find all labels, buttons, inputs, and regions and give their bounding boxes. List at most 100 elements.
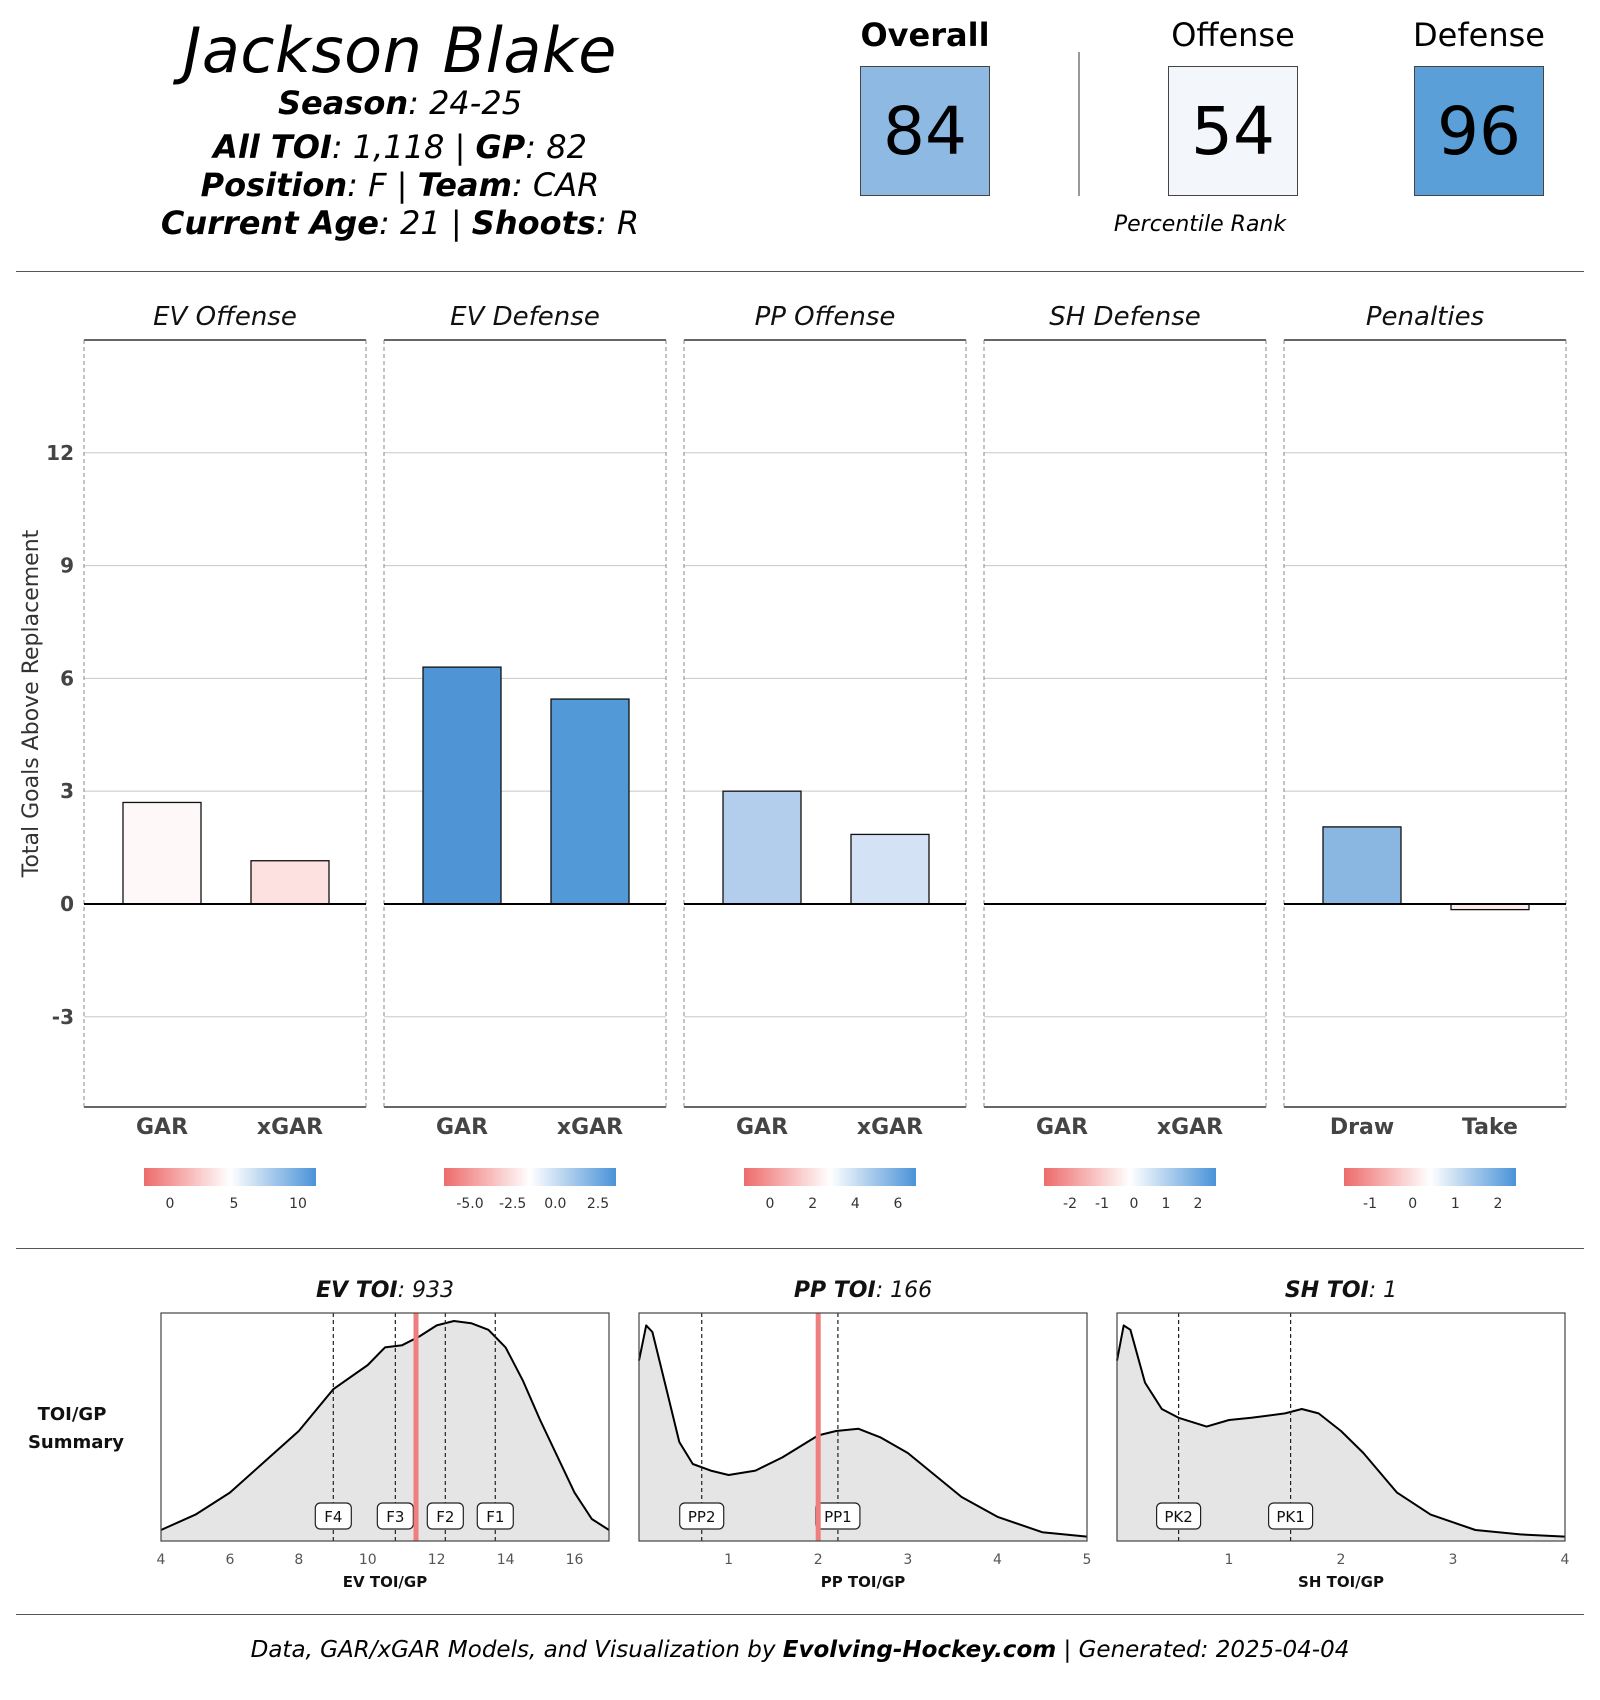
season-value: 24-25	[429, 84, 523, 122]
x-tick-label: Draw	[1330, 1115, 1394, 1140]
toi-x-tick: 2	[1337, 1552, 1346, 1568]
facet-panel: PP Offense GAR xGAR 0 2 4 6	[683, 302, 967, 1212]
overall-score-box: 84	[860, 66, 990, 196]
x-tick-label: GAR	[1036, 1115, 1088, 1140]
toi-x-tick: 4	[993, 1552, 1002, 1568]
toi-title-value: 1	[1383, 1278, 1397, 1303]
toi-x-axis-title: PP TOI/GP	[821, 1573, 906, 1591]
reference-label: PP1	[824, 1508, 852, 1526]
gar-bar-chart: Total Goals Above Replacement-3036912EV …	[19, 302, 1567, 1212]
x-tick-label: GAR	[736, 1115, 788, 1140]
reference-label: F3	[386, 1508, 404, 1526]
color-scale-tick: 2	[1194, 1196, 1203, 1212]
color-scale-tick: -5.0	[456, 1196, 483, 1212]
shoots-value: R	[616, 204, 640, 242]
facet-panel: EV Defense GAR xGAR -5.0 -2.5 0.0 2.5	[383, 302, 667, 1212]
toi-value: 1,118	[352, 128, 445, 166]
color-scale-bar	[1044, 1168, 1216, 1186]
toi-panel-frame	[638, 1312, 1088, 1542]
position-value: F	[368, 166, 387, 204]
facet-title: EV Defense	[450, 302, 600, 332]
toi-x-tick: 14	[497, 1552, 515, 1568]
bar	[422, 666, 502, 905]
team-value: CAR	[532, 166, 600, 204]
rating-separator	[1078, 52, 1080, 196]
toi-panel-title: SH TOI: 1	[1285, 1278, 1397, 1303]
defense-score-box: 96	[1414, 66, 1544, 196]
age-value: 21	[399, 204, 441, 242]
facet-title: Penalties	[1366, 302, 1484, 332]
color-scale-tick: 2	[808, 1196, 817, 1212]
toi-x-tick: 1	[1225, 1552, 1234, 1568]
x-tick-label: GAR	[436, 1115, 488, 1140]
reference-label-box	[1267, 1502, 1314, 1530]
x-tick-label: xGAR	[1157, 1115, 1223, 1140]
color-scale-tick: 0	[166, 1196, 175, 1212]
percentile-rank-label: Percentile Rank	[1113, 212, 1287, 237]
reference-label: PK1	[1276, 1508, 1304, 1526]
bar	[122, 801, 202, 905]
toi-x-tick: 16	[566, 1552, 584, 1568]
y-axis-title: Total Goals Above Replacement	[19, 529, 44, 878]
color-scale-bar	[1344, 1168, 1516, 1186]
reference-label: PK2	[1164, 1508, 1192, 1526]
toi-title-label: PP TOI	[794, 1278, 876, 1303]
facet-panel: EV Offense GAR xGAR 0 5 10	[83, 302, 367, 1212]
color-scale-tick: -2.5	[499, 1196, 526, 1212]
density-line	[638, 1324, 1088, 1538]
color-scale-tick: 1	[1451, 1196, 1460, 1212]
bar	[722, 790, 802, 905]
footer-site: Evolving-Hockey.com	[782, 1637, 1057, 1663]
age-shoots-line: Current Age: 21 | Shoots: R	[160, 204, 640, 242]
color-scale-bar	[144, 1168, 316, 1186]
toi-panel: EV TOI: 933 F4 F3 F2 F1 4 6 8 10 12 14 16 EV TOI/GP	[157, 1278, 610, 1591]
color-scale-tick: -1	[1095, 1196, 1109, 1212]
reference-label-box	[426, 1502, 464, 1530]
toi-x-tick: 8	[294, 1552, 303, 1568]
toi-x-tick: 4	[1561, 1552, 1570, 1568]
y-tick-label: 12	[46, 441, 74, 465]
color-scale-tick: 0	[1408, 1196, 1417, 1212]
density-area	[639, 1325, 1087, 1541]
color-scale-bar	[444, 1168, 616, 1186]
divider-middle	[16, 1248, 1584, 1249]
footer-generated-date: 2025-04-04	[1215, 1637, 1350, 1663]
color-scale-tick: 5	[230, 1196, 239, 1212]
density-line	[1116, 1324, 1566, 1538]
bar	[250, 860, 330, 905]
toi-x-axis-title: EV TOI/GP	[343, 1573, 427, 1591]
reference-label: F1	[486, 1508, 504, 1526]
toi-panel: SH TOI: 1 PK2 PK1 1 2 3 4 SH TOI/GP	[1116, 1278, 1570, 1591]
reference-label: PP2	[688, 1508, 716, 1526]
offense-label: Offense	[1171, 16, 1295, 54]
reference-label: F4	[324, 1508, 342, 1526]
color-scale-tick: 0	[766, 1196, 775, 1212]
color-scale-tick: 1	[1162, 1196, 1171, 1212]
toi-title-value: 166	[890, 1278, 932, 1303]
reference-label-box	[314, 1502, 352, 1530]
season-line: Season: 24-25	[277, 84, 523, 122]
toi-label: All TOI	[213, 128, 332, 166]
x-tick-label: xGAR	[557, 1115, 623, 1140]
toi-gp-line: All TOI: 1,118 | GP: 82	[213, 128, 587, 166]
color-scale-tick: 0.0	[544, 1196, 566, 1212]
gp-label: GP	[475, 128, 526, 166]
toi-row-label: TOI/GP	[38, 1404, 107, 1425]
toi-row-label: Summary	[28, 1432, 124, 1453]
toi-x-tick: 1	[724, 1552, 733, 1568]
toi-panel-frame	[160, 1312, 610, 1542]
footer-credit: Data, GAR/xGAR Models, and Visualization…	[0, 1637, 1600, 1663]
y-tick-label: 0	[60, 892, 74, 916]
reference-label-box	[679, 1502, 725, 1530]
reference-label-box	[476, 1502, 514, 1530]
facet-title: EV Offense	[153, 302, 297, 332]
toi-panel-frame	[1116, 1312, 1566, 1542]
toi-x-tick: 6	[225, 1552, 234, 1568]
bar	[550, 698, 630, 905]
position-team-line: Position: F | Team: CAR	[200, 166, 600, 204]
color-scale-bar	[744, 1168, 916, 1186]
bar	[850, 833, 930, 905]
facet-panel: SH Defense GAR xGAR -2 -1 0 1 2	[983, 302, 1267, 1212]
facet-panel: Penalties Draw Take -1 0 1 2	[1283, 302, 1567, 1212]
